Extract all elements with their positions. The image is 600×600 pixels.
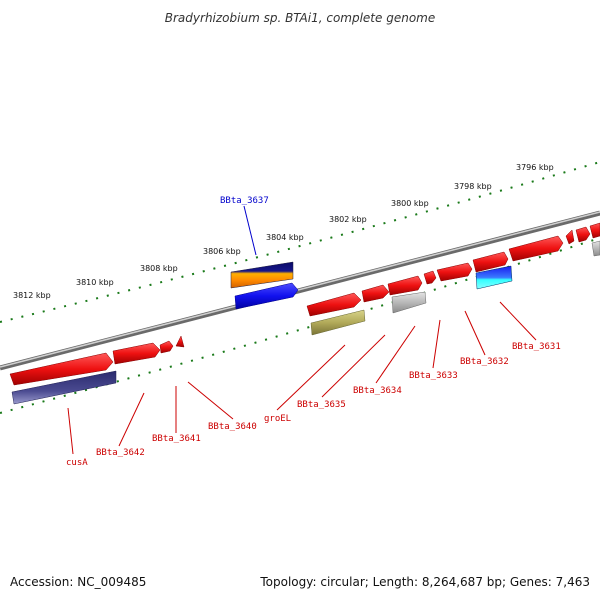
ruler-label: 3800 kbp: [391, 199, 429, 208]
gene-forward[interactable]: [575, 226, 591, 243]
ruler-labels: 3796 kbp 3798 kbp 3800 kbp 3802 kbp 3804…: [13, 163, 554, 300]
other-features: [11, 240, 600, 405]
ruler-label: 3810 kbp: [76, 278, 114, 287]
leader-line: [243, 205, 257, 256]
feature-gray[interactable]: [391, 291, 427, 314]
gene-labels: BBta_3637 BBta_3631 BBta_3632 BBta_3633 …: [66, 196, 561, 468]
leader-line: [67, 407, 74, 455]
gene-groEL[interactable]: [306, 292, 362, 317]
ruler-label: 3798 kbp: [454, 182, 492, 191]
gene-label[interactable]: BBta_3635: [297, 400, 346, 410]
gene-BBta_3642[interactable]: [112, 342, 161, 365]
leader-line: [118, 392, 145, 447]
feature-olive[interactable]: [310, 309, 366, 336]
ruler-label: 3796 kbp: [516, 163, 554, 172]
gene-label[interactable]: BBta_3637: [220, 196, 269, 206]
gene-cusA[interactable]: [9, 352, 114, 386]
feature-purple[interactable]: [11, 370, 117, 405]
gene-label[interactable]: BBta_3641: [152, 434, 201, 444]
leader-line: [187, 381, 234, 420]
leader-line: [276, 344, 346, 411]
feature-cyan[interactable]: [475, 265, 513, 290]
genome-backbone-highlight: [0, 211, 600, 368]
gene-forward[interactable]: [565, 229, 575, 245]
outer-tick-ring: [0, 161, 600, 323]
gene-label[interactable]: BBta_3631: [512, 342, 561, 352]
leader-line: [499, 301, 537, 341]
gene-label[interactable]: BBta_3642: [96, 448, 145, 458]
ruler-label: 3804 kbp: [266, 233, 304, 242]
gene-label[interactable]: cusA: [66, 458, 88, 468]
gene-BBta_3632[interactable]: [436, 262, 473, 282]
gene-label[interactable]: BBta_3640: [208, 422, 257, 432]
topology-text: Topology: circular; Length: 8,264,687 bp…: [259, 575, 590, 589]
ruler-label: 3812 kbp: [13, 291, 51, 300]
leader-line: [375, 325, 416, 384]
gene-label[interactable]: BBta_3633: [409, 371, 458, 381]
reverse-gene-group: [230, 261, 299, 310]
gene-BBta_3640[interactable]: [175, 335, 185, 348]
gene-BBta_3633[interactable]: [423, 270, 437, 285]
ruler-label: 3802 kbp: [329, 215, 367, 224]
gene-label[interactable]: BBta_3632: [460, 357, 509, 367]
gene-BBta_3631[interactable]: [472, 251, 509, 273]
leader-lines: [67, 205, 537, 455]
gene-BBta_3641[interactable]: [159, 340, 174, 354]
gene-label[interactable]: BBta_3634: [353, 386, 402, 396]
leader-line: [321, 334, 386, 398]
gene-BBta_3634[interactable]: [387, 275, 423, 296]
feature-orange-navy[interactable]: [230, 261, 294, 289]
genome-title: Bradyrhizobium sp. BTAi1, complete genom…: [165, 11, 435, 25]
forward-genes: [9, 222, 600, 386]
gene-BBta_3635[interactable]: [361, 284, 390, 303]
ruler-label: 3806 kbp: [203, 247, 241, 256]
gene-BBta_3637[interactable]: [234, 282, 299, 310]
gene-label[interactable]: groEL: [264, 414, 291, 424]
gene-forward[interactable]: [589, 222, 600, 239]
ruler-label: 3808 kbp: [140, 264, 178, 273]
feature-gray[interactable]: [591, 240, 600, 257]
leader-line: [432, 319, 441, 369]
accession-text: Accession: NC_009485: [10, 575, 146, 589]
gene-forward[interactable]: [508, 235, 564, 262]
leader-line: [464, 310, 486, 356]
